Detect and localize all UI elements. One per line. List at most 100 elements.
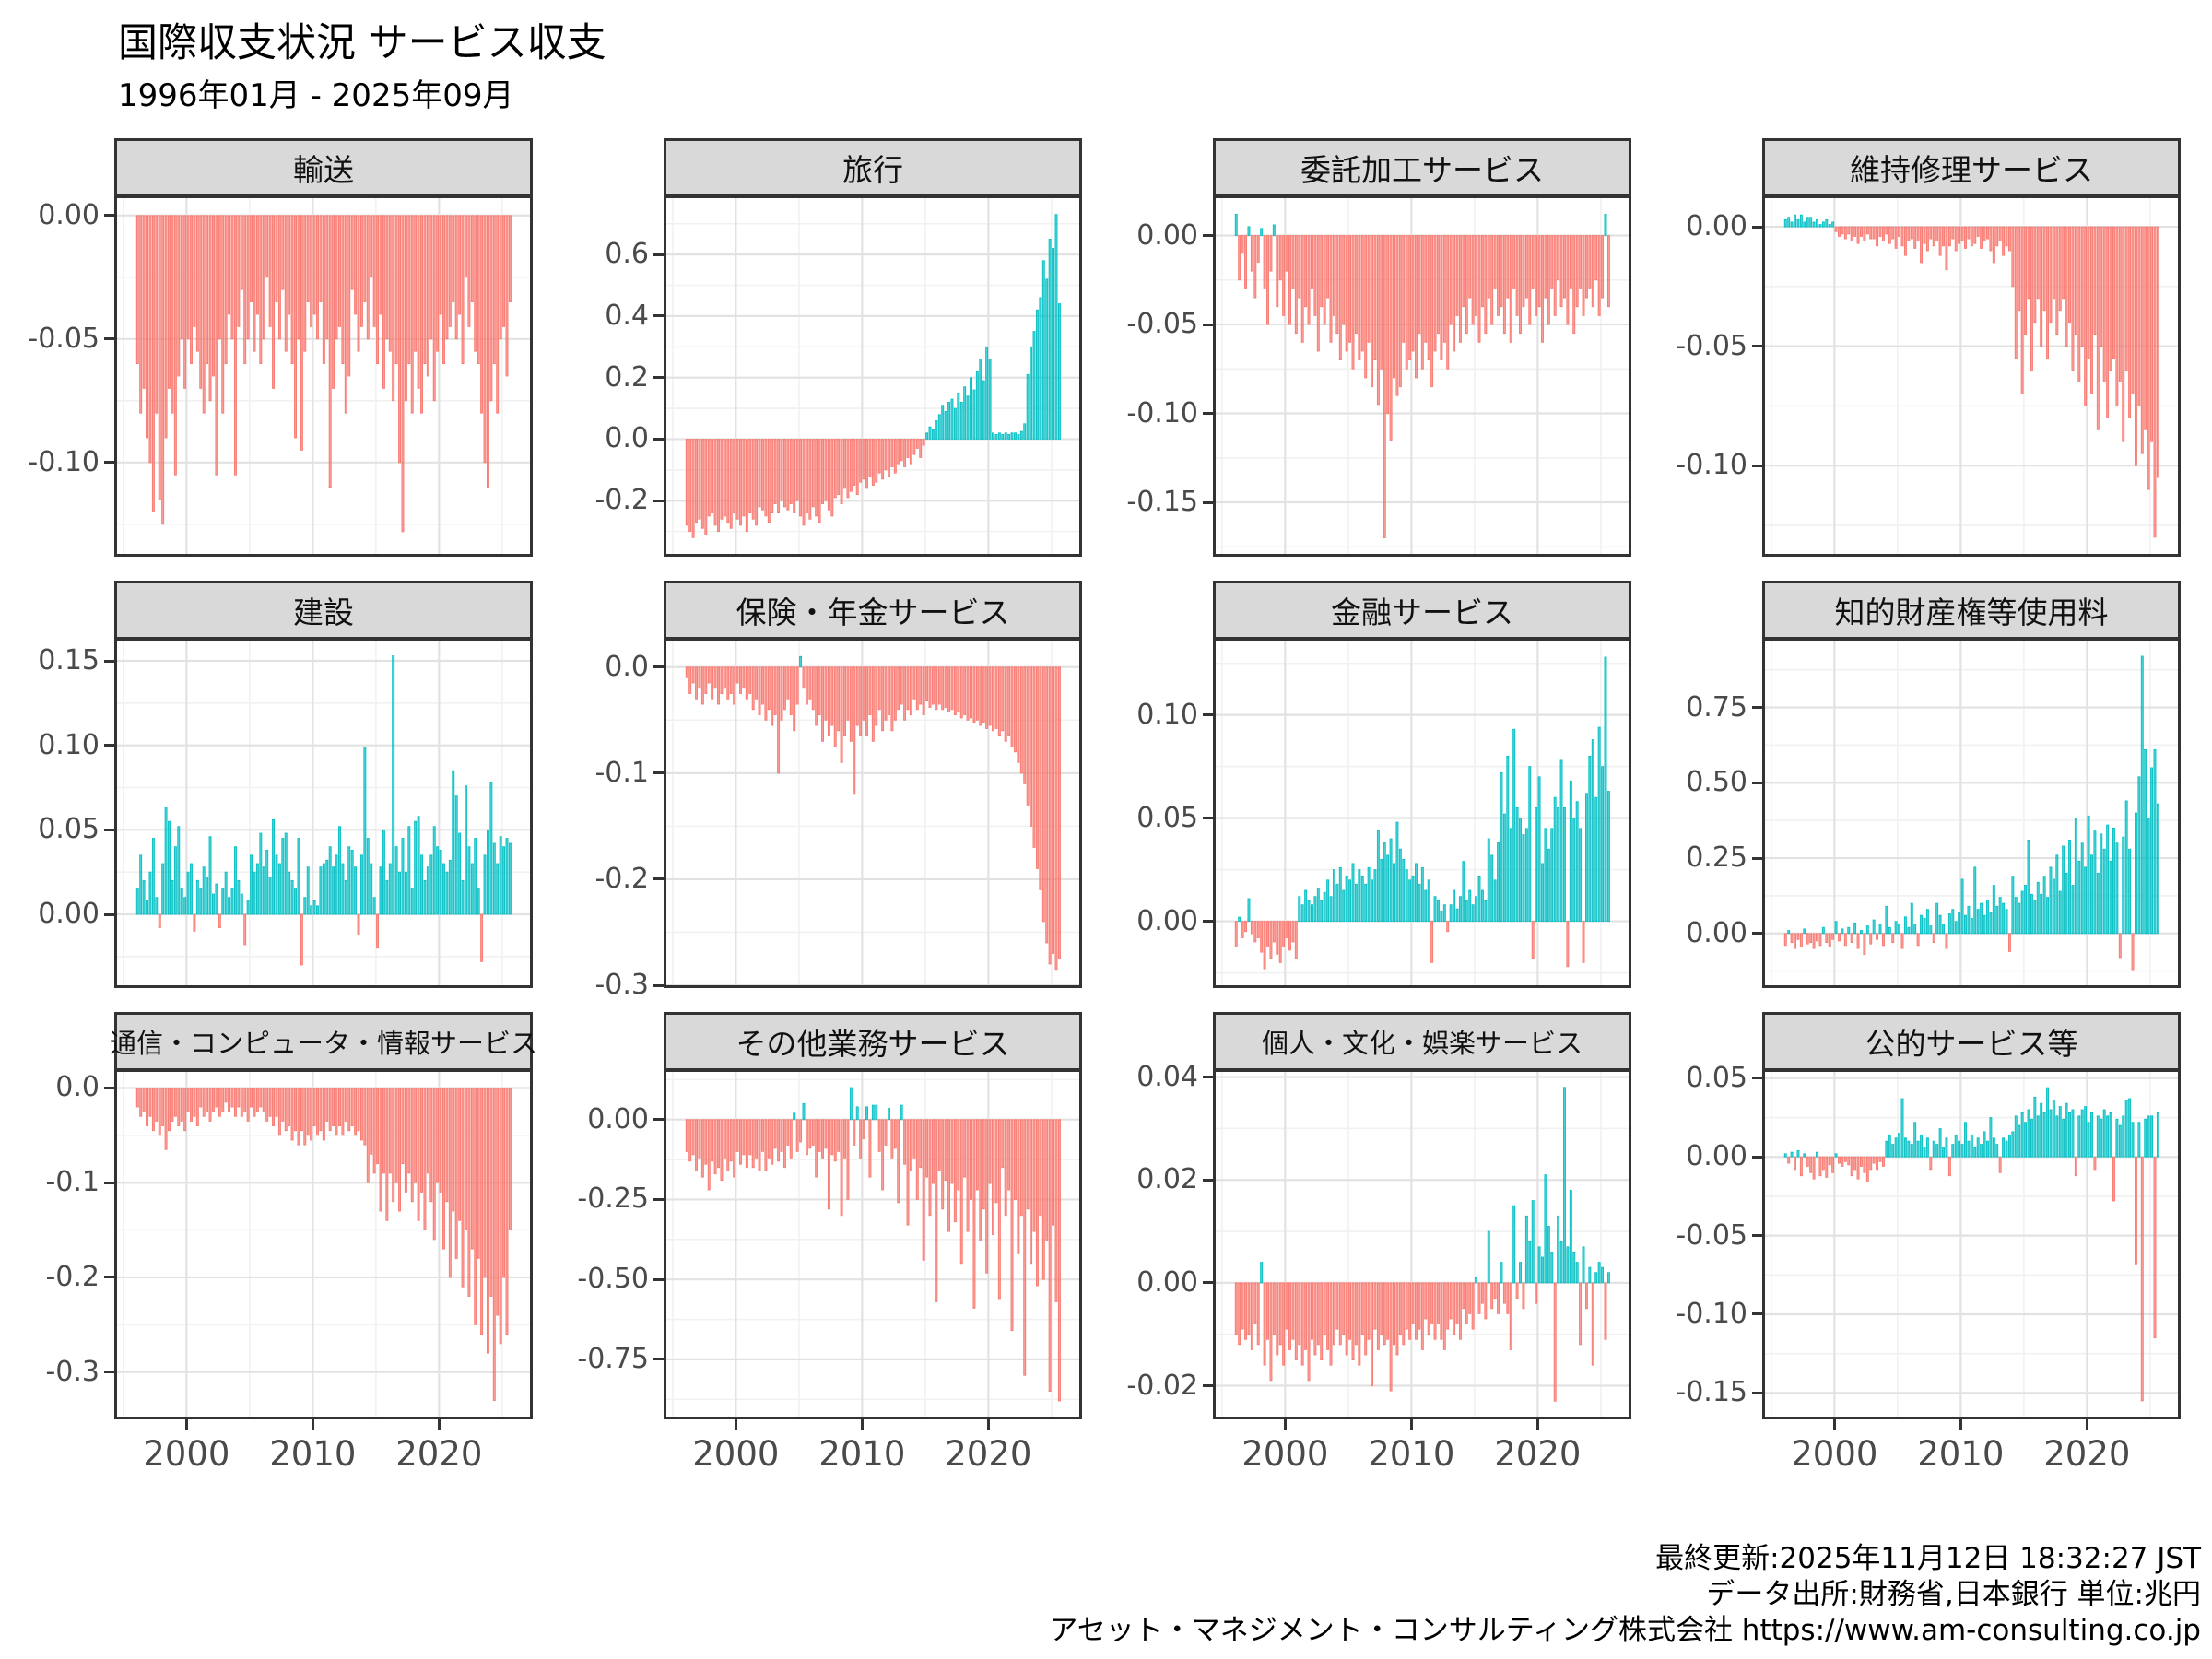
- facet-title: 知的財産権等使用料: [1834, 594, 2109, 630]
- facet-grid: 0.00 -0.05 -0.10 輸送 0.6 0.4 0.2 0.0 -0.2 旅行 0.00 -0…: [7, 138, 2205, 1477]
- y-tick-label: 0.05: [1686, 1061, 1747, 1094]
- y-axis: 0.00 -0.05 -0.10: [1655, 138, 1762, 557]
- facet-plot-area: [664, 195, 1082, 557]
- facet-strip: 委託加工サービス: [1213, 138, 1631, 197]
- facet-title: 保険・年金サービス: [735, 594, 1010, 630]
- chart-subtitle: 1996年01月 - 2025年09月: [118, 77, 514, 114]
- facet-plot-svg: [117, 641, 530, 985]
- facet-plot-svg: [1216, 641, 1629, 985]
- facet-title: 公的サービス等: [1865, 1026, 2078, 1062]
- y-tick-label: 0.00: [38, 198, 100, 231]
- y-axis: 0.75 0.50 0.25 0.00: [1655, 581, 1762, 988]
- x-tick-mark: [1535, 1419, 1539, 1430]
- y-axis: 0.0 -0.1 -0.2 -0.3: [7, 1012, 114, 1477]
- y-tick-label: -0.2: [594, 484, 649, 517]
- facet-plot-svg: [1216, 198, 1629, 554]
- y-tick-label: 0.00: [1686, 210, 1747, 243]
- x-tick-mark: [1283, 1419, 1287, 1430]
- y-tick-mark: [1203, 817, 1213, 820]
- facet-panel-6: 0.0 -0.1 -0.2 -0.3 保険・年金サービス: [557, 581, 1106, 999]
- chart-title: 国際収支状況 サービス収支: [118, 20, 606, 66]
- y-tick-mark: [1752, 932, 1762, 935]
- y-tick-mark: [1203, 500, 1213, 504]
- y-tick-label: -0.3: [594, 969, 649, 1001]
- x-tick-label: 2020: [1494, 1434, 1582, 1474]
- facet-plot-area: [664, 1069, 1082, 1419]
- y-axis: 0.04 0.02 0.00 -0.02: [1106, 1012, 1213, 1477]
- y-tick-mark: [653, 771, 664, 775]
- y-tick-mark: [653, 877, 664, 881]
- facet-strip: 建設: [114, 581, 533, 640]
- y-tick-mark: [1203, 323, 1213, 326]
- y-tick-mark: [1752, 225, 1762, 229]
- y-tick-mark: [1203, 1281, 1213, 1285]
- y-tick-mark: [1203, 713, 1213, 717]
- x-tick-mark: [184, 1419, 188, 1430]
- facet-panel-12: 0.05 0.00 -0.05 -0.10 -0.15 公的サービス等 2000 2010 20…: [1655, 1012, 2205, 1477]
- y-tick-mark: [1752, 1312, 1762, 1316]
- y-tick-mark: [1752, 1155, 1762, 1159]
- y-tick-mark: [1203, 920, 1213, 924]
- footer-company-url: アセット・マネジメント・コンサルティング株式会社 https://www.am-…: [1049, 1614, 2201, 1647]
- y-tick-label: 0.25: [1686, 841, 1747, 875]
- facet-plot-area: [1762, 195, 2181, 557]
- x-tick-label: 2000: [692, 1434, 780, 1474]
- y-tick-label: -0.2: [45, 1260, 100, 1293]
- y-tick-mark: [1203, 1384, 1213, 1387]
- y-tick-label: 0.10: [38, 728, 100, 761]
- y-tick-label: -0.50: [577, 1263, 649, 1296]
- y-tick-label: 0.00: [587, 1102, 649, 1135]
- facet-title: 旅行: [842, 152, 903, 188]
- y-tick-mark: [653, 665, 664, 669]
- y-tick-mark: [653, 1197, 664, 1201]
- facet-panel-10: 0.00 -0.25 -0.50 -0.75 その他業務サービス 2000 2010 2020: [557, 1012, 1106, 1477]
- y-tick-label: 0.6: [605, 238, 649, 271]
- y-tick-mark: [104, 1371, 114, 1374]
- facet-strip: その他業務サービス: [664, 1012, 1082, 1071]
- facet-panel-5: 0.15 0.10 0.05 0.00 建設: [7, 581, 557, 988]
- facet-plot-area: [1213, 1069, 1631, 1419]
- y-tick-label: 0.0: [605, 422, 649, 455]
- y-tick-mark: [104, 337, 114, 341]
- facet-strip: 通信・コンピュータ・情報サービス: [110, 1012, 537, 1071]
- y-tick-mark: [1752, 345, 1762, 348]
- facet-title: その他業務サービス: [735, 1026, 1010, 1062]
- facet-strip: 保険・年金サービス: [664, 581, 1082, 640]
- x-tick-mark: [1832, 1419, 1836, 1430]
- y-tick-mark: [653, 1277, 664, 1281]
- y-tick-mark: [104, 1181, 114, 1184]
- facet-panel-1: 0.00 -0.05 -0.10 輸送: [7, 138, 557, 557]
- y-tick-label: -0.10: [1126, 396, 1198, 429]
- facet-panel-8: 0.75 0.50 0.25 0.00 知的財産権等使用料: [1655, 581, 2205, 988]
- y-tick-label: -0.3: [45, 1355, 100, 1388]
- x-tick-label: 2000: [1241, 1434, 1329, 1474]
- facet-strip: 個人・文化・娯楽サービス: [1213, 1012, 1631, 1071]
- footer-data-source: データ出所:財務省,日本銀行 単位:兆円: [1706, 1578, 2201, 1611]
- y-tick-label: 0.00: [1136, 904, 1198, 937]
- facet-strip: 維持修理サービス: [1762, 138, 2181, 197]
- facet-panel-4: 0.00 -0.05 -0.10 維持修理サービス: [1655, 138, 2205, 557]
- y-axis: 0.6 0.4 0.2 0.0 -0.2: [557, 138, 664, 557]
- facet-title: 個人・文化・娯楽サービス: [1261, 1028, 1583, 1059]
- facet-title: 委託加工サービス: [1300, 152, 1544, 188]
- facet-plot-area: [1762, 1069, 2181, 1419]
- facet-panel-7: 0.10 0.05 0.00 金融サービス: [1106, 581, 1655, 988]
- x-tick-mark: [311, 1419, 314, 1430]
- y-tick-mark: [653, 1118, 664, 1122]
- y-tick-label: -0.1: [594, 756, 649, 789]
- y-tick-mark: [1752, 1391, 1762, 1394]
- y-tick-label: -0.05: [1676, 329, 1747, 362]
- x-tick-label: 2010: [1917, 1434, 2005, 1474]
- y-axis: 0.00 -0.25 -0.50 -0.75: [557, 1012, 664, 1477]
- y-tick-label: -0.2: [594, 862, 649, 895]
- facet-plot-area: [114, 1069, 533, 1419]
- x-tick-label: 2010: [818, 1434, 906, 1474]
- y-tick-mark: [653, 437, 664, 441]
- y-tick-label: 0.2: [605, 360, 649, 394]
- facet-plot-svg: [117, 198, 530, 554]
- y-tick-mark: [1203, 412, 1213, 416]
- y-tick-label: 0.00: [38, 898, 100, 930]
- x-tick-mark: [437, 1419, 441, 1430]
- y-tick-label: -0.15: [1126, 486, 1198, 519]
- x-tick-label: 2020: [2043, 1434, 2131, 1474]
